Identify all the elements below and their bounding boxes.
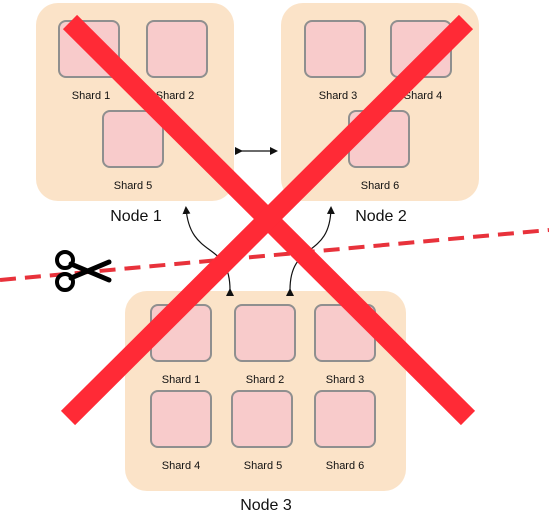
- node-3-shard-2-label: Shard 2: [245, 374, 285, 386]
- node-3-label: Node 3: [240, 497, 292, 514]
- node-3-shard-5-label: Shard 5: [243, 460, 283, 472]
- node-3-shard-1: [150, 304, 212, 362]
- node-1-shard-5: [102, 110, 164, 168]
- node-3-shard-5: [231, 390, 293, 448]
- node-2-label: Node 2: [355, 208, 407, 225]
- node-2-shard-6-label: Shard 6: [360, 180, 400, 192]
- node-2-shard-3: [304, 20, 366, 78]
- node-1-shard-1-label: Shard 1: [71, 90, 111, 102]
- node-1-label: Node 1: [110, 208, 162, 225]
- scissors-icon: [55, 250, 112, 292]
- node-2-shard-3-label: Shard 3: [318, 90, 358, 102]
- node-3-shard-1-label: Shard 1: [161, 374, 201, 386]
- node-3-shard-4: [150, 390, 212, 448]
- node-3-shard-2: [234, 304, 296, 362]
- node-2-shard-6: [348, 110, 410, 168]
- node-2-shard-4-label: Shard 4: [403, 90, 443, 102]
- node-2-shard-4: [390, 20, 452, 78]
- node3-node2-link-arrow: [285, 206, 335, 297]
- node-1-shard-1: [58, 20, 120, 78]
- node-1-shard-2: [146, 20, 208, 78]
- node-3-shard-3-label: Shard 3: [325, 374, 365, 386]
- node-3-shard-4-label: Shard 4: [161, 460, 201, 472]
- node-1-shard-5-label: Shard 5: [113, 180, 153, 192]
- node3-node1-link-arrow: [182, 206, 235, 297]
- node-1-shard-2-label: Shard 2: [155, 90, 195, 102]
- node-3-shard-3: [314, 304, 376, 362]
- node-3-shard-6-label: Shard 6: [325, 460, 365, 472]
- network-partition-line: [0, 228, 549, 282]
- node-3-shard-6: [314, 390, 376, 448]
